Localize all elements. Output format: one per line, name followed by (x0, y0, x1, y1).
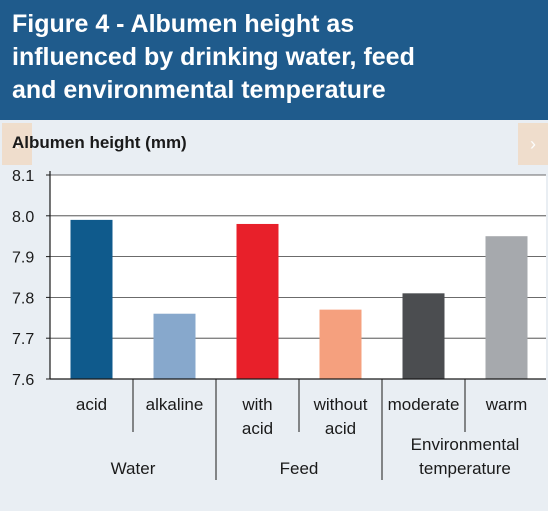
group-label: Feed (280, 459, 319, 478)
next-arrow-icon[interactable]: › (518, 123, 548, 165)
group-label: temperature (419, 459, 511, 478)
category-label: alkaline (146, 395, 204, 414)
bar (485, 236, 528, 379)
category-label: without (313, 395, 368, 414)
y-tick-label: 7.7 (12, 331, 34, 348)
figure-title: Figure 4 - Albumen height as influenced … (12, 10, 415, 104)
y-axis-label: Albumen height (mm) (12, 133, 187, 152)
y-tick-label: 7.9 (12, 250, 34, 267)
bar (70, 219, 113, 379)
category-label: acid (325, 419, 356, 438)
bar (319, 309, 362, 379)
label-area (0, 379, 548, 511)
group-label: Water (111, 459, 156, 478)
category-label: moderate (388, 395, 460, 414)
bar (402, 293, 445, 379)
y-tick-label: 7.8 (12, 290, 34, 307)
previous-arrow-icon[interactable]: ‹ (2, 123, 32, 165)
figure-header: Figure 4 - Albumen height as influenced … (0, 0, 548, 120)
y-tick-label: 8.0 (12, 209, 34, 226)
category-label: acid (242, 419, 273, 438)
bar (236, 223, 279, 379)
group-label: Environmental (411, 435, 520, 454)
category-label: with (241, 395, 272, 414)
y-tick-label: 8.1 (12, 168, 34, 185)
bar (153, 313, 196, 379)
y-tick-label: 7.6 (12, 372, 34, 389)
category-label: warm (485, 395, 528, 414)
category-label: acid (76, 395, 107, 414)
plot-area (50, 175, 546, 379)
